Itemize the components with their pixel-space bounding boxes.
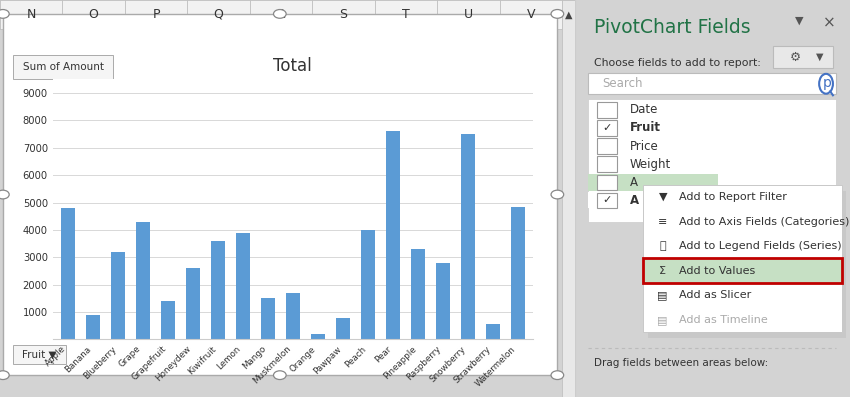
Bar — [597, 138, 617, 154]
Text: U: U — [464, 8, 473, 21]
Text: V: V — [526, 8, 535, 21]
Circle shape — [0, 10, 9, 18]
Bar — [0, 0, 575, 29]
Text: ✓: ✓ — [603, 123, 612, 133]
Text: Price: Price — [630, 140, 659, 152]
Bar — [211, 241, 224, 339]
Title: Total: Total — [274, 57, 312, 75]
Bar — [436, 263, 450, 339]
Bar — [110, 252, 125, 339]
FancyBboxPatch shape — [588, 99, 836, 222]
Bar — [588, 174, 717, 191]
FancyBboxPatch shape — [588, 73, 836, 94]
Text: ▤: ▤ — [658, 290, 668, 301]
Text: Add to Values: Add to Values — [679, 266, 756, 276]
Bar — [236, 233, 250, 339]
Bar — [597, 102, 617, 118]
Bar — [588, 192, 717, 208]
Bar — [311, 334, 325, 339]
Text: P: P — [152, 8, 160, 21]
Bar — [261, 299, 275, 339]
Text: ▲: ▲ — [564, 9, 572, 19]
Bar — [562, 0, 575, 397]
Bar — [125, 0, 187, 29]
Bar — [461, 134, 475, 339]
Text: T: T — [402, 8, 410, 21]
Bar — [597, 175, 617, 190]
Text: Drag fields between areas below:: Drag fields between areas below: — [594, 358, 768, 368]
Bar — [597, 120, 617, 136]
Bar — [411, 249, 425, 339]
Text: Add as Slicer: Add as Slicer — [679, 290, 751, 301]
Text: ▼: ▼ — [816, 51, 823, 62]
Bar — [643, 185, 842, 332]
Bar — [250, 0, 312, 29]
Text: Search: Search — [602, 77, 643, 90]
Text: R: R — [276, 8, 286, 21]
Text: A: A — [630, 194, 639, 206]
Text: Choose fields to add to report:: Choose fields to add to report: — [594, 58, 761, 67]
Bar — [186, 268, 200, 339]
Text: N: N — [26, 8, 36, 21]
Bar — [361, 230, 375, 339]
Text: S: S — [339, 8, 348, 21]
Bar — [61, 208, 75, 339]
Circle shape — [551, 371, 564, 380]
Text: p: p — [823, 76, 831, 91]
Bar — [386, 131, 400, 339]
Bar — [312, 0, 375, 29]
Bar — [437, 0, 500, 29]
Text: ▼: ▼ — [795, 16, 803, 26]
Text: Sum of Amount: Sum of Amount — [23, 62, 104, 72]
Text: Date: Date — [630, 104, 658, 116]
Circle shape — [0, 371, 9, 380]
Text: Fruit: Fruit — [630, 121, 660, 134]
Circle shape — [0, 190, 9, 199]
Text: ▼: ▼ — [659, 192, 667, 202]
Text: PivotChart Fields: PivotChart Fields — [594, 18, 751, 37]
Bar — [486, 324, 500, 339]
Circle shape — [274, 10, 286, 18]
Bar — [161, 301, 174, 339]
Bar — [643, 258, 842, 283]
Bar — [187, 0, 250, 29]
Bar — [62, 0, 125, 29]
Bar — [136, 222, 150, 339]
Bar — [597, 193, 617, 208]
FancyBboxPatch shape — [773, 46, 834, 68]
Text: ≡: ≡ — [658, 216, 667, 227]
Bar — [648, 191, 846, 338]
Bar — [375, 0, 437, 29]
Text: Add to Legend Fields (Series): Add to Legend Fields (Series) — [679, 241, 842, 251]
Text: ▤: ▤ — [658, 315, 668, 325]
Circle shape — [551, 190, 564, 199]
Bar — [511, 207, 524, 339]
Circle shape — [551, 10, 564, 18]
Text: A: A — [630, 176, 638, 189]
Text: ⌶: ⌶ — [660, 241, 666, 251]
Circle shape — [274, 371, 286, 380]
Text: ⚙: ⚙ — [790, 51, 801, 64]
Text: Add to Report Filter: Add to Report Filter — [679, 192, 787, 202]
FancyBboxPatch shape — [13, 345, 65, 364]
Bar — [86, 315, 99, 339]
Bar — [286, 293, 300, 339]
Bar — [597, 156, 617, 172]
Bar — [500, 0, 562, 29]
Text: O: O — [88, 8, 99, 21]
FancyBboxPatch shape — [13, 55, 113, 79]
Text: Add as Timeline: Add as Timeline — [679, 315, 768, 325]
Text: Fruit ▼: Fruit ▼ — [22, 349, 56, 360]
Bar — [0, 0, 62, 29]
Text: Add to Axis Fields (Categories): Add to Axis Fields (Categories) — [679, 216, 850, 227]
Bar — [336, 318, 349, 339]
Text: Q: Q — [213, 8, 224, 21]
Text: Σ: Σ — [660, 266, 666, 276]
Text: ×: × — [823, 16, 836, 31]
Text: ✓: ✓ — [603, 195, 612, 205]
Text: Weight: Weight — [630, 158, 671, 171]
